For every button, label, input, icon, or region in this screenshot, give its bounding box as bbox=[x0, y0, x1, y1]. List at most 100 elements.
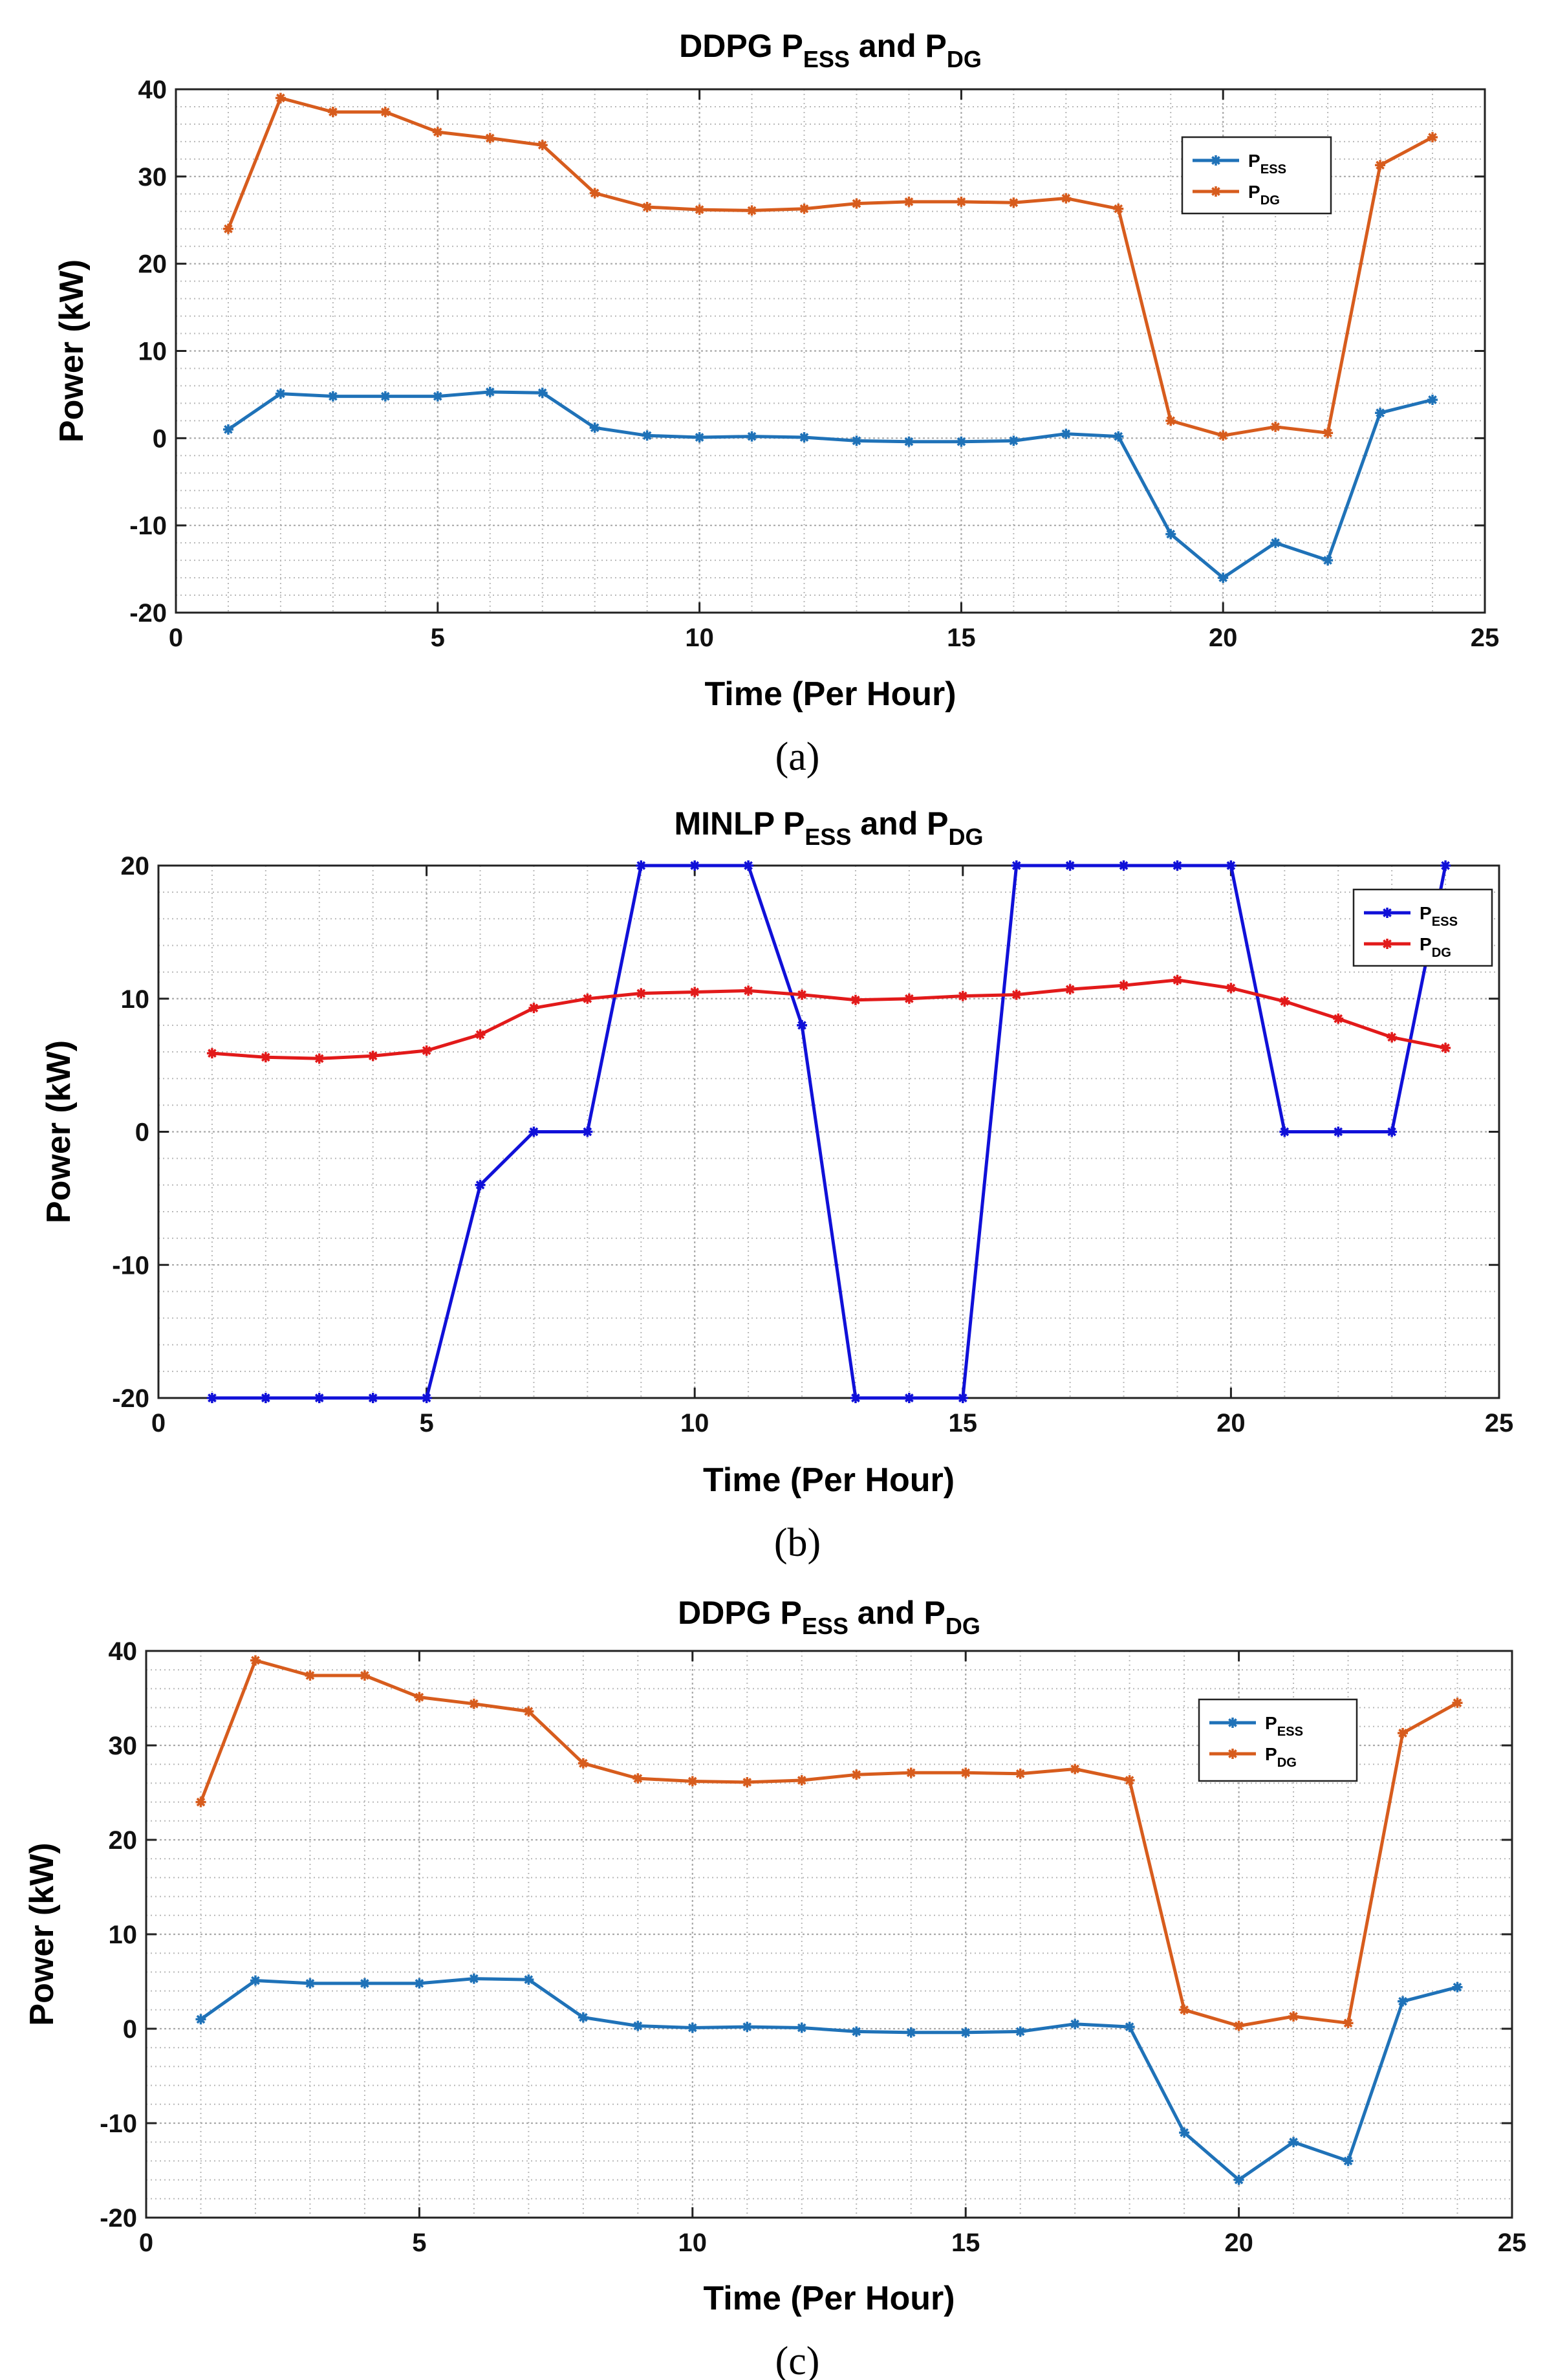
x-tick-label: 25 bbox=[1498, 2229, 1527, 2257]
data-point-P_ESS bbox=[689, 860, 700, 871]
y-axis-label: Power (kW) bbox=[23, 1842, 61, 2025]
data-point-P_DG bbox=[743, 985, 754, 996]
data-point-P_DG bbox=[1008, 197, 1019, 208]
legend-box bbox=[1198, 1698, 1358, 1782]
data-point-P_DG bbox=[796, 1775, 807, 1786]
y-tick-label: 40 bbox=[138, 76, 167, 104]
data-point-P_DG bbox=[528, 1003, 539, 1014]
data-point-P_DG bbox=[421, 1045, 432, 1056]
legend-label-P_DG: PDG bbox=[1265, 1744, 1297, 1770]
data-point-P_ESS bbox=[1440, 860, 1451, 871]
data-point-P_DG bbox=[582, 993, 593, 1004]
y-tick-label: 30 bbox=[138, 163, 167, 191]
data-point-P_ESS bbox=[250, 1975, 261, 1986]
y-axis-label: Power (kW) bbox=[40, 1040, 78, 1223]
legend-label-P_ESS: PESS bbox=[1248, 151, 1286, 177]
data-point-P_DG bbox=[222, 223, 233, 234]
data-point-P_DG bbox=[523, 1706, 534, 1717]
legend-box bbox=[1352, 888, 1493, 967]
y-tick-label: -20 bbox=[100, 2204, 137, 2233]
data-point-P_DG bbox=[327, 107, 338, 118]
data-point-P_ESS bbox=[314, 1393, 325, 1403]
data-point-P_ESS bbox=[632, 2020, 643, 2031]
data-point-P_DG bbox=[1288, 2011, 1299, 2022]
data-point-P_ESS bbox=[957, 1393, 968, 1403]
y-tick-label: -10 bbox=[129, 512, 167, 540]
legend: PESS PDG bbox=[1198, 1698, 1358, 1782]
data-point-P_ESS bbox=[206, 1393, 217, 1403]
data-point-P_DG bbox=[1270, 421, 1281, 432]
data-point-P_ESS bbox=[799, 431, 810, 442]
data-point-P_ESS bbox=[1008, 435, 1019, 446]
data-point-P_ESS bbox=[359, 1978, 370, 1989]
data-point-P_DG bbox=[799, 203, 810, 214]
series-line-P_DG bbox=[199, 1659, 1458, 2028]
minor-grid bbox=[176, 89, 1485, 613]
x-axis-label: Time (Per Hour) bbox=[703, 2280, 955, 2317]
x-tick-label: 15 bbox=[947, 624, 976, 652]
data-point-P_ESS bbox=[903, 436, 914, 447]
data-point-P_ESS bbox=[796, 2022, 807, 2033]
data-point-P_DG bbox=[1323, 428, 1334, 439]
subfigure-caption: (b) bbox=[774, 1521, 821, 1565]
x-tick-label: 0 bbox=[139, 2229, 153, 2257]
legend: PESS PDG bbox=[1181, 136, 1332, 215]
y-tick-label: -20 bbox=[129, 599, 167, 628]
data-point-P_DG bbox=[260, 1052, 271, 1063]
x-tick-label: 10 bbox=[685, 624, 714, 652]
data-point-P_ESS bbox=[537, 388, 548, 398]
data-point-P_ESS bbox=[1387, 1126, 1398, 1137]
data-point-P_ESS bbox=[687, 2022, 698, 2033]
data-point-P_ESS bbox=[578, 2012, 589, 2023]
legend-marker-P_DG bbox=[1382, 939, 1392, 949]
y-tick-label: 10 bbox=[109, 1921, 138, 1949]
data-point-P_DG bbox=[468, 1698, 479, 1709]
data-point-P_ESS bbox=[414, 1978, 425, 1989]
legend: PESS PDG bbox=[1352, 888, 1493, 967]
data-point-P_DG bbox=[275, 93, 286, 104]
data-point-P_DG bbox=[689, 987, 700, 998]
y-tick-label: -20 bbox=[112, 1384, 149, 1413]
data-point-P_ESS bbox=[1179, 2127, 1190, 2138]
data-point-P_ESS bbox=[468, 1973, 479, 1984]
data-point-P_DG bbox=[694, 204, 705, 215]
data-point-P_ESS bbox=[636, 860, 647, 871]
series-line-P_DG bbox=[211, 978, 1446, 1060]
data-point-P_DG bbox=[380, 107, 391, 118]
data-point-P_ESS bbox=[1375, 408, 1386, 419]
chart-0: 0 5 10 15 20 25 -20 -10 0 10 20 30 40 PESS PDG DDPG PES… bbox=[53, 28, 1499, 779]
chart-title: MINLP PESS and PDG bbox=[675, 805, 984, 850]
data-point-P_DG bbox=[1179, 2004, 1190, 2015]
x-tick-label: 5 bbox=[412, 2229, 426, 2257]
legend-marker-P_DG bbox=[1227, 1749, 1238, 1759]
series-line-P_ESS bbox=[227, 390, 1433, 580]
data-point-P_DG bbox=[957, 990, 968, 1001]
data-point-P_ESS bbox=[367, 1393, 378, 1403]
data-point-P_ESS bbox=[1398, 1996, 1409, 2007]
data-point-P_DG bbox=[1387, 1032, 1398, 1043]
data-point-P_DG bbox=[797, 989, 808, 1000]
data-point-P_DG bbox=[1064, 984, 1075, 995]
chart-title: DDPG PESS and PDG bbox=[678, 1595, 980, 1639]
data-point-P_DG bbox=[1218, 430, 1229, 441]
data-point-P_ESS bbox=[1165, 529, 1176, 540]
data-point-P_ESS bbox=[1288, 2137, 1299, 2148]
data-point-P_DG bbox=[305, 1670, 316, 1681]
data-point-P_ESS bbox=[1270, 538, 1281, 549]
data-point-P_ESS bbox=[475, 1179, 486, 1190]
data-point-P_DG bbox=[851, 1769, 862, 1780]
legend-label-P_ESS: PESS bbox=[1265, 1713, 1303, 1739]
data-point-P_ESS bbox=[694, 431, 705, 442]
data-point-P_ESS bbox=[523, 1974, 534, 1985]
data-point-P_DG bbox=[314, 1053, 325, 1064]
data-point-P_ESS bbox=[1011, 860, 1022, 871]
x-tick-label: 20 bbox=[1224, 2229, 1253, 2257]
data-point-P_DG bbox=[960, 1767, 971, 1778]
data-point-P_ESS bbox=[797, 1020, 808, 1031]
y-tick-label: 20 bbox=[138, 250, 167, 279]
data-point-P_ESS bbox=[380, 391, 391, 402]
data-point-P_ESS bbox=[1343, 2156, 1354, 2167]
data-point-P_DG bbox=[1226, 983, 1237, 994]
x-tick-label: 15 bbox=[949, 1409, 978, 1437]
data-point-P_DG bbox=[851, 198, 862, 209]
